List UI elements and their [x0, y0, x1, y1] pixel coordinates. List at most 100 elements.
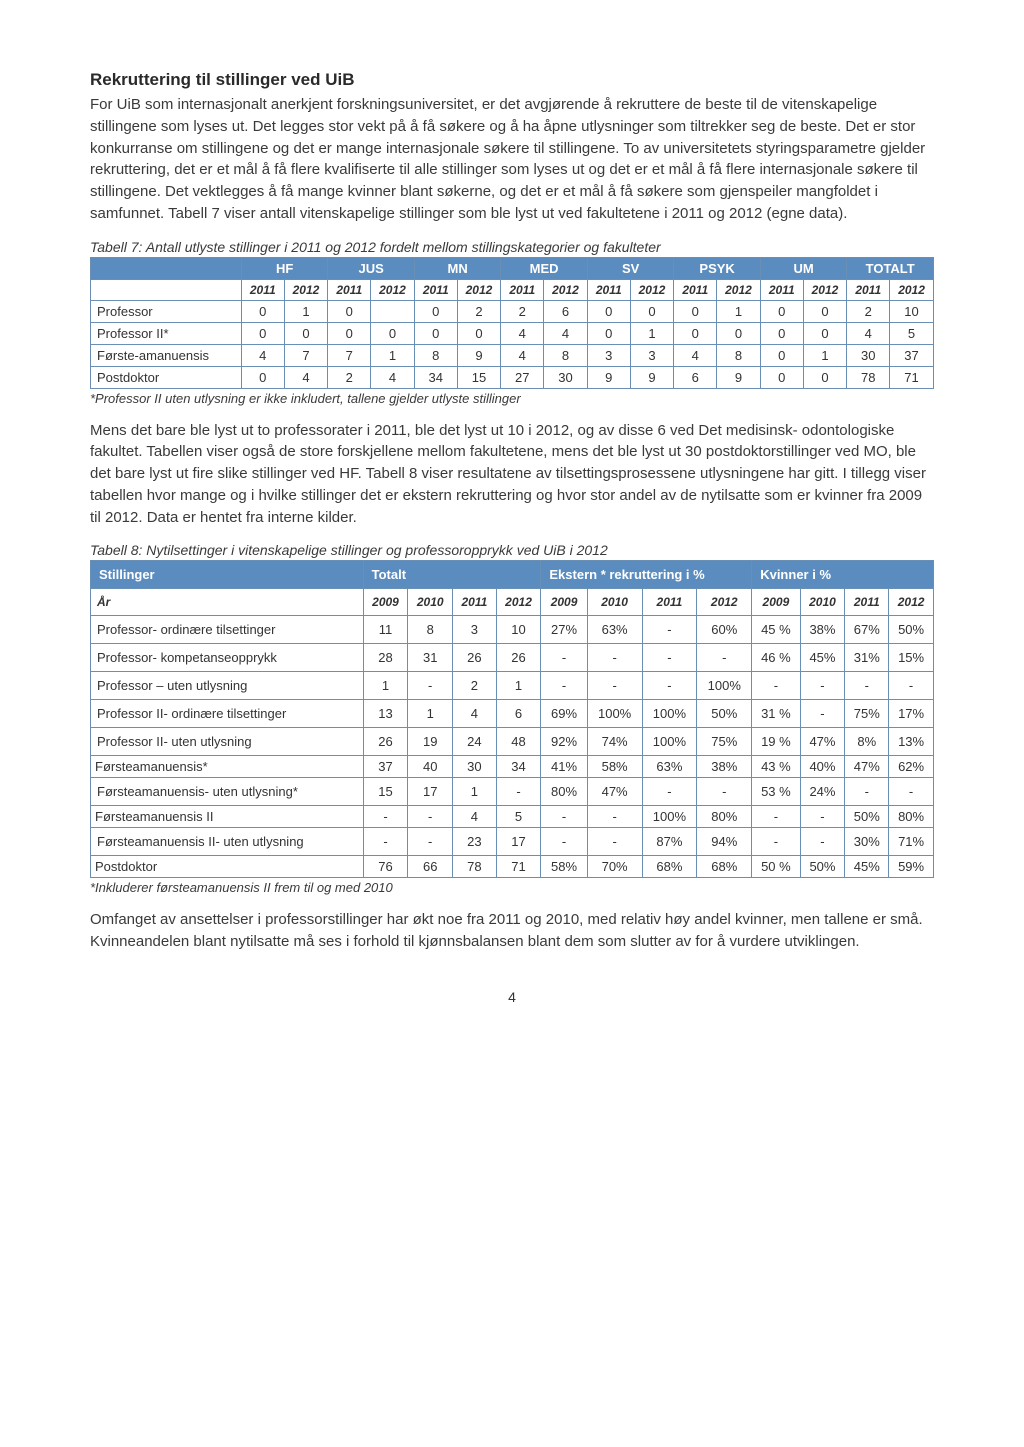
table8-year-header: 2011	[642, 589, 697, 616]
table8-cell: 100%	[697, 672, 752, 700]
table8-cell: 8	[408, 616, 453, 644]
table8-cell: 69%	[541, 700, 587, 728]
table8-cell: -	[845, 778, 889, 806]
table8-group-row: StillingerTotaltEkstern * rekruttering i…	[91, 561, 934, 589]
table7-cell: 4	[544, 322, 588, 344]
table7-cell: 0	[241, 366, 284, 388]
table8-cell: 31%	[845, 644, 889, 672]
table8-cell: 30	[453, 756, 497, 778]
table8-cell: 11	[363, 616, 408, 644]
table7-cell: 2	[328, 366, 371, 388]
table8-cell: 63%	[642, 756, 697, 778]
table8-cell: 100%	[642, 806, 697, 828]
table8-year-header: 2011	[453, 589, 497, 616]
table7-cell: 0	[803, 300, 847, 322]
table7-year-header: 2011	[241, 279, 284, 300]
table8-cell: 26	[453, 644, 497, 672]
table7-footnote: *Professor II uten utlysning er ikke ink…	[90, 391, 934, 406]
table8-cell: 19	[408, 728, 453, 756]
table7-cell: 6	[674, 366, 717, 388]
table-row: Professor0100226000100210	[91, 300, 934, 322]
table8-cell: -	[889, 778, 934, 806]
table8: StillingerTotaltEkstern * rekruttering i…	[90, 560, 934, 878]
table7-group-header: PSYK	[674, 257, 761, 279]
table8-cell: 8%	[845, 728, 889, 756]
table8-cell: 100%	[587, 700, 642, 728]
document-page: Rekruttering til stillinger ved UiB For …	[90, 70, 934, 1005]
table7-cell: 3	[630, 344, 674, 366]
table8-cell: 70%	[587, 856, 642, 878]
table7-group-header: MN	[414, 257, 501, 279]
table7-cell: 10	[890, 300, 934, 322]
table8-row-label: Professor II- ordinære tilsettinger	[91, 700, 364, 728]
table7-cell: 71	[890, 366, 934, 388]
table7-year-header: 2012	[544, 279, 588, 300]
table8-cell: 50%	[845, 806, 889, 828]
table8-cell: 58%	[587, 756, 642, 778]
table7-year-row: 2011201220112012201120122011201220112012…	[91, 279, 934, 300]
table8-cell: 60%	[697, 616, 752, 644]
table8-cell: 68%	[697, 856, 752, 878]
table7-cell: 4	[501, 344, 544, 366]
table7-group-header: TOTALT	[847, 257, 934, 279]
table7-cell: 7	[284, 344, 328, 366]
table8-cell: 26	[496, 644, 541, 672]
table8-cell: 26	[363, 728, 408, 756]
table7-cell: 4	[371, 366, 415, 388]
table8-cell: -	[541, 672, 587, 700]
table8-cell: 58%	[541, 856, 587, 878]
table8-footnote: *Inkluderer førsteamanuensis II frem til…	[90, 880, 934, 895]
table8-cell: 47%	[845, 756, 889, 778]
table-row: Førsteamanuensis II--45--100%80%--50%80%	[91, 806, 934, 828]
table8-row-label: Professor II- uten utlysning	[91, 728, 364, 756]
table8-cell: 1	[408, 700, 453, 728]
table8-cell: 92%	[541, 728, 587, 756]
table8-cell: 19 %	[752, 728, 800, 756]
table8-year-header: 2012	[496, 589, 541, 616]
table7-cell: 30	[847, 344, 890, 366]
table8-cell: -	[752, 672, 800, 700]
table7-cell: 0	[760, 366, 803, 388]
table8-cell: 43 %	[752, 756, 800, 778]
table7-cell: 0	[760, 322, 803, 344]
table8-row-label: Førsteamanuensis II	[91, 806, 364, 828]
table-row: Professor II- ordinære tilsettinger13146…	[91, 700, 934, 728]
table7-group-row: HFJUSMNMEDSVPSYKUMTOTALT	[91, 257, 934, 279]
table8-cell: -	[587, 806, 642, 828]
table7-cell: 0	[241, 300, 284, 322]
table8-cell: -	[587, 672, 642, 700]
table-row: Professor II*0000004401000045	[91, 322, 934, 344]
table8-cell: 45%	[845, 856, 889, 878]
table8-year-header: 2009	[752, 589, 800, 616]
table8-group-header: Stillinger	[91, 561, 364, 589]
table8-caption: Tabell 8: Nytilsettinger i vitenskapelig…	[90, 542, 934, 558]
table7-group-header: HF	[241, 257, 328, 279]
table7-year-header: 2012	[284, 279, 328, 300]
table7-blank-corner	[91, 279, 242, 300]
table8-cell: 1	[363, 672, 408, 700]
table8-cell: -	[541, 828, 587, 856]
table8-cell: 2	[453, 672, 497, 700]
table8-cell: 94%	[697, 828, 752, 856]
table8-cell: 75%	[697, 728, 752, 756]
table-row: Førsteamanuensis II- uten utlysning--231…	[91, 828, 934, 856]
table8-cell: -	[541, 806, 587, 828]
paragraph-3: Omfanget av ansettelser i professorstill…	[90, 909, 934, 953]
table8-cell: 68%	[642, 856, 697, 878]
table7-year-header: 2011	[674, 279, 717, 300]
table7-cell: 1	[284, 300, 328, 322]
table7-cell: 0	[371, 322, 415, 344]
table8-year-header: 2012	[889, 589, 934, 616]
table7-cell: 2	[457, 300, 501, 322]
table7-cell: 0	[803, 366, 847, 388]
table8-cell: 48	[496, 728, 541, 756]
table8-cell: 15	[363, 778, 408, 806]
table7-year-header: 2011	[328, 279, 371, 300]
table8-cell: 27%	[541, 616, 587, 644]
table7: HFJUSMNMEDSVPSYKUMTOTALT 201120122011201…	[90, 257, 934, 389]
table8-cell: 4	[453, 806, 497, 828]
table-row: Første-amanuensis477189483348013037	[91, 344, 934, 366]
table7-cell: 0	[587, 322, 630, 344]
table7-cell: 4	[674, 344, 717, 366]
table8-cell: 46 %	[752, 644, 800, 672]
